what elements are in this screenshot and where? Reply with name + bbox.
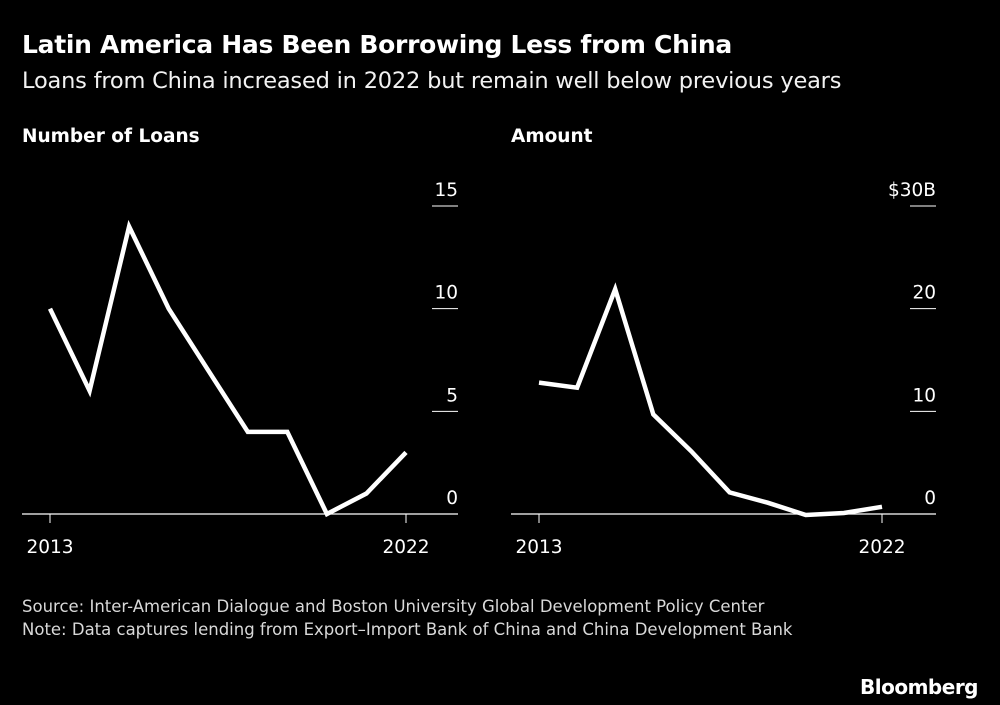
source-line: Source: Inter-American Dialogue and Bost…	[22, 597, 765, 616]
panel-title-number-of-loans: Number of Loans	[22, 126, 200, 147]
number-of-loans-y-tick-label-3: 15	[434, 180, 458, 201]
number-of-loans-y-tick-label-0: 0	[446, 488, 458, 509]
amount-y-tick-label-2: 20	[912, 283, 936, 304]
source-note: Source: Inter-American Dialogue and Bost…	[22, 596, 822, 641]
amount-y-tick-label-3: $30B	[888, 180, 936, 201]
number-of-loans-y-tick-label-2: 10	[434, 283, 458, 304]
chart-subtitle: Loans from China increased in 2022 but r…	[22, 68, 842, 94]
number-of-loans-x-tick-label-0: 2013	[26, 537, 73, 558]
amount-y-tick-label-1: 10	[912, 385, 936, 406]
amount-series-line-0	[538, 282, 883, 518]
amount-x-tick-label-0: 2013	[515, 537, 562, 558]
number-of-loans-y-tick-label-1: 5	[446, 385, 458, 406]
chart-title: Latin America Has Been Borrowing Less fr…	[22, 30, 732, 59]
bloomberg-logo: Bloomberg	[860, 675, 978, 699]
number-of-loans-series-line-0	[47, 219, 408, 518]
amount-y-tick-label-0: 0	[924, 488, 936, 509]
panel-title-amount: Amount	[511, 126, 593, 147]
note-line: Note: Data captures lending from Export–…	[22, 619, 793, 639]
number-of-loans-x-tick-label-1: 2022	[382, 537, 429, 558]
amount-x-tick-label-1: 2022	[858, 537, 905, 558]
